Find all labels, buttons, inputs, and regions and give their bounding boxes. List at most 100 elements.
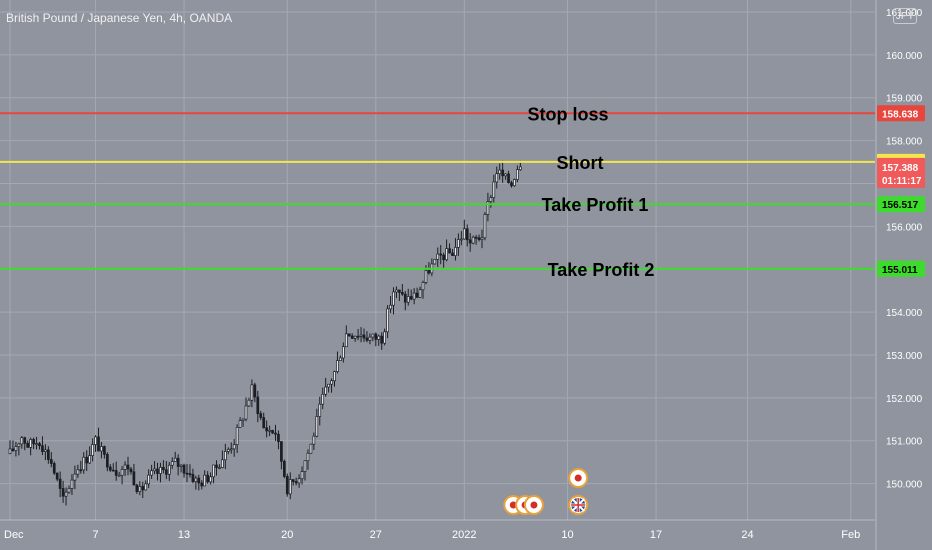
candle-body <box>268 429 271 432</box>
economic-events[interactable] <box>503 468 589 515</box>
candle-body <box>418 289 422 298</box>
candle-body <box>324 386 327 395</box>
candle-body <box>144 483 148 491</box>
jp-flag-icon[interactable] <box>568 468 589 488</box>
candle-body <box>129 468 133 473</box>
candle-body <box>356 335 360 338</box>
candle-body <box>232 444 236 450</box>
candle-body <box>285 476 289 495</box>
x-tick-label: 17 <box>650 529 662 541</box>
candle-body <box>138 486 142 492</box>
candle-body <box>176 457 180 467</box>
candle-body <box>150 470 153 476</box>
candle-body <box>85 456 89 464</box>
candle-body <box>330 380 333 385</box>
candle-body <box>471 236 475 244</box>
candle-body <box>179 464 183 467</box>
y-tick-label: 159.000 <box>886 94 923 105</box>
candle-body <box>70 479 74 489</box>
candle-body <box>61 488 65 497</box>
candle-body <box>241 418 245 421</box>
symbol-title: British Pound / Japanese Yen, 4h, OANDA <box>6 11 232 25</box>
candle-body <box>448 248 451 254</box>
time-axis[interactable]: Dec 7 13 20 27 2022 10 17 24 Feb <box>0 519 875 541</box>
candle-body <box>297 478 301 484</box>
candle-body <box>247 399 251 407</box>
take-profit-2-price-text: 155.011 <box>882 265 918 276</box>
candle-body <box>359 334 363 337</box>
candle-body <box>123 464 127 470</box>
candle-body <box>100 446 103 452</box>
candle-body <box>73 473 77 481</box>
candle-body <box>162 467 165 471</box>
take-profit-2-label: Take Profit 2 <box>548 260 655 280</box>
candle-body <box>362 334 366 339</box>
candle-body <box>259 413 263 418</box>
candle-body <box>117 474 121 477</box>
candle-body <box>386 308 389 333</box>
candle-body <box>392 291 395 306</box>
candle-body <box>212 464 215 478</box>
candle-body <box>235 427 239 445</box>
candlestick-series <box>8 160 522 506</box>
candle-body <box>244 405 248 420</box>
jp-flag-icon[interactable] <box>523 495 544 515</box>
candle-body <box>398 289 401 293</box>
candle-body <box>339 357 342 361</box>
candle-body <box>468 239 472 244</box>
candle-body <box>462 228 466 240</box>
x-tick-label: 7 <box>92 529 98 541</box>
candle-body <box>38 443 41 447</box>
candle-body <box>350 335 354 339</box>
x-tick-label: Dec <box>4 529 24 541</box>
candle-body <box>120 469 124 476</box>
candle-body <box>465 228 469 241</box>
candle-body <box>415 292 419 298</box>
candle-body <box>153 468 156 472</box>
candle-body <box>52 463 56 474</box>
candle-body <box>262 417 266 429</box>
candle-body <box>215 464 218 468</box>
uk-flag-icon[interactable] <box>568 495 589 515</box>
x-tick-label: 13 <box>178 529 190 541</box>
candle-body <box>489 197 493 202</box>
candle-body <box>94 436 97 445</box>
candle-body <box>173 457 177 462</box>
candle-body <box>167 464 171 475</box>
candle-body <box>221 459 224 468</box>
y-tick-label: 153.000 <box>886 351 923 362</box>
candle-body <box>321 393 325 405</box>
candle-body <box>480 237 484 240</box>
candle-body <box>46 449 50 460</box>
candle-body <box>103 446 106 455</box>
candle-body <box>483 214 487 239</box>
candle-body <box>26 443 30 448</box>
x-tick-label: 10 <box>561 529 573 541</box>
candle-body <box>165 469 168 475</box>
candle-body <box>23 437 27 444</box>
candle-body <box>498 169 502 175</box>
price-levels[interactable]: Stop loss Short Take Profit 1 Take Profit 2 <box>0 104 875 280</box>
candle-body <box>224 451 227 461</box>
y-tick-label: 154.000 <box>886 308 923 319</box>
candle-body <box>29 439 32 448</box>
candle-body <box>194 477 198 482</box>
candle-body <box>294 481 298 484</box>
candle-body <box>20 437 24 445</box>
candle-body <box>197 477 201 484</box>
candle-body <box>403 293 407 303</box>
candle-body <box>427 270 431 274</box>
candle-body <box>439 253 443 256</box>
candle-body <box>353 335 357 339</box>
last-price-badge <box>877 157 925 188</box>
candle-body <box>114 470 118 476</box>
candle-body <box>265 427 268 432</box>
y-tick-label: 161.000 <box>886 8 923 19</box>
stop-loss-label: Stop loss <box>527 104 608 124</box>
x-tick-label: 27 <box>370 529 382 541</box>
price-axis[interactable]: 150.000 151.000 152.000 153.000 154.000 155.0… <box>875 0 932 550</box>
candle-body <box>188 473 192 475</box>
currency-button[interactable]: JPY <box>893 8 917 24</box>
